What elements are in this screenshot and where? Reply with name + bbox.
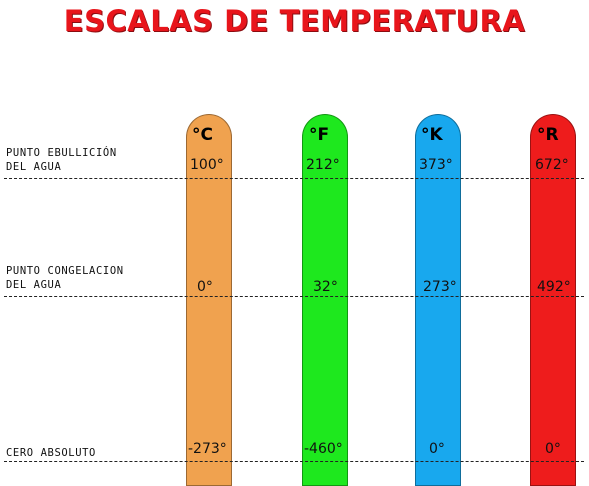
- boiling-label-line2: DEL AGUA: [6, 161, 62, 173]
- kelvin-freezing-value: 273°: [423, 279, 457, 295]
- celsius-boiling-value: 100°: [190, 157, 224, 173]
- celsius-zero-value: -273°: [188, 441, 227, 457]
- celsius-bar: [186, 114, 232, 486]
- freezing-point-line: [4, 296, 584, 297]
- fahrenheit-freezing-value: 32°: [313, 279, 338, 295]
- fahrenheit-unit: °F: [309, 125, 330, 145]
- freezing-label-line2: DEL AGUA: [6, 279, 62, 291]
- rankine-freezing-value: 492°: [537, 279, 571, 295]
- rankine-boiling-value: 672°: [535, 157, 569, 173]
- fahrenheit-bar: [302, 114, 348, 486]
- absolute-zero-line: [4, 461, 584, 462]
- boiling-point-label: PUNTO EBULLICIÓN DEL AGUA: [6, 146, 117, 174]
- freezing-point-label: PUNTO CONGELACION DEL AGUA: [6, 264, 124, 292]
- kelvin-unit: °K: [421, 125, 443, 145]
- celsius-freezing-value: 0°: [197, 279, 213, 295]
- absolute-zero-text: CERO ABSOLUTO: [6, 447, 96, 459]
- boiling-point-line: [4, 178, 584, 179]
- rankine-unit: °R: [537, 125, 559, 145]
- page-title: ESCALAS DE TEMPERATURA: [63, 4, 526, 38]
- fahrenheit-boiling-value: 212°: [306, 157, 340, 173]
- fahrenheit-zero-value: -460°: [304, 441, 343, 457]
- absolute-zero-label: CERO ABSOLUTO: [6, 446, 96, 460]
- rankine-bar: [530, 114, 576, 486]
- kelvin-boiling-value: 373°: [419, 157, 453, 173]
- rankine-zero-value: 0°: [545, 441, 561, 457]
- boiling-label-line1: PUNTO EBULLICIÓN: [6, 147, 117, 159]
- celsius-unit: °C: [192, 125, 213, 145]
- kelvin-zero-value: 0°: [429, 441, 445, 457]
- freezing-label-line1: PUNTO CONGELACION: [6, 265, 124, 277]
